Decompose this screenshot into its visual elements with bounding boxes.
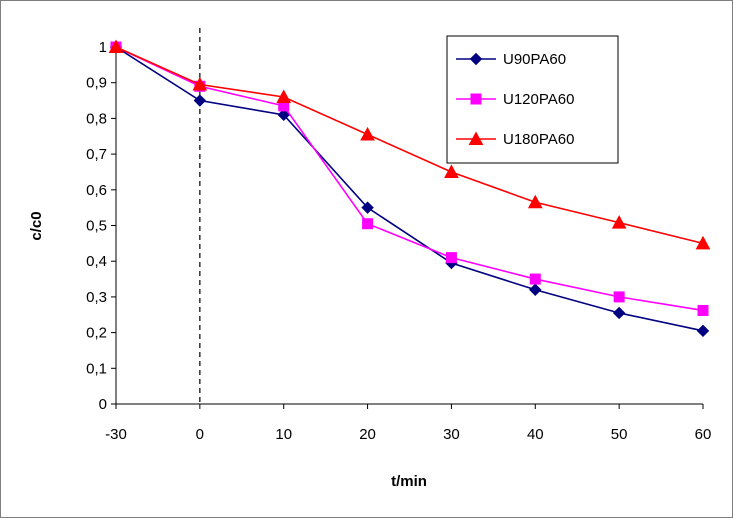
data-point-triangle [527,194,543,209]
data-point-triangle [611,215,627,229]
legend-entry: U180PA60 [456,131,574,148]
x-tick-label: 50 [611,426,628,443]
legend-entry: U90PA60 [456,51,566,68]
y-tick-label: 0,4 [86,253,107,270]
data-point-triangle [276,89,292,103]
x-tick-label: 20 [359,426,376,443]
data-point-square [613,291,625,303]
y-tick-label: 0,6 [86,182,107,199]
x-tick-label: 30 [443,426,460,443]
y-axis-title: c/c0 [28,211,45,240]
data-point-square [445,252,457,264]
series-line [115,46,704,312]
y-tick-label: 0,9 [86,75,107,92]
data-point-diamond [612,306,626,320]
legend: U90PA60 U120PA60 U180PA60 [446,35,619,164]
data-point-diamond [529,283,542,296]
data-point-diamond [277,108,290,122]
y-tick-label: 0,1 [86,360,107,377]
data-point-square [470,93,482,105]
y-tick-label: 0,7 [86,146,107,163]
legend-label: U180PA60 [503,131,574,148]
y-tick-label: 0 [99,396,107,413]
axes [111,46,704,409]
data-point-triangle [192,76,208,91]
legend-label: U120PA60 [503,91,574,108]
series-U180PA60 [108,39,711,250]
data-point-triangle [695,235,711,250]
data-point-square [529,273,541,285]
y-tick-label: 0,2 [86,325,107,342]
x-tick-label: -30 [105,426,127,443]
data-point-square [697,304,709,316]
legend-entry: U120PA60 [456,91,574,108]
data-point-diamond [696,324,710,338]
data-point-diamond [469,52,483,66]
data-point-triangle [108,39,124,53]
x-axis-title: t/min [391,473,427,490]
x-tick-label: 40 [527,426,544,443]
data-point-diamond [361,201,374,214]
legend-label: U90PA60 [503,51,566,68]
y-tick-label: 1 [99,39,107,56]
y-tick-labels: 0 0,1 0,2 0,3 0,4 0,5 0,6 0,7 0,8 0,9 1 [86,39,107,413]
x-tick-label: 10 [275,426,292,443]
data-point-triangle [468,131,484,145]
data-point-triangle [444,164,459,178]
x-tick-labels: -30 0 10 20 30 40 50 60 [105,426,711,443]
series-group [108,39,711,338]
data-point-triangle [360,126,375,141]
x-tick-label: 60 [695,426,712,443]
y-tick-label: 0,5 [86,218,107,235]
series-line [115,46,704,332]
y-tick-label: 0,8 [86,110,107,127]
x-tick-label: 0 [196,426,204,443]
series-line [115,46,704,245]
data-point-square [362,218,374,230]
data-point-diamond [193,94,207,107]
y-tick-label: 0,3 [86,289,107,306]
